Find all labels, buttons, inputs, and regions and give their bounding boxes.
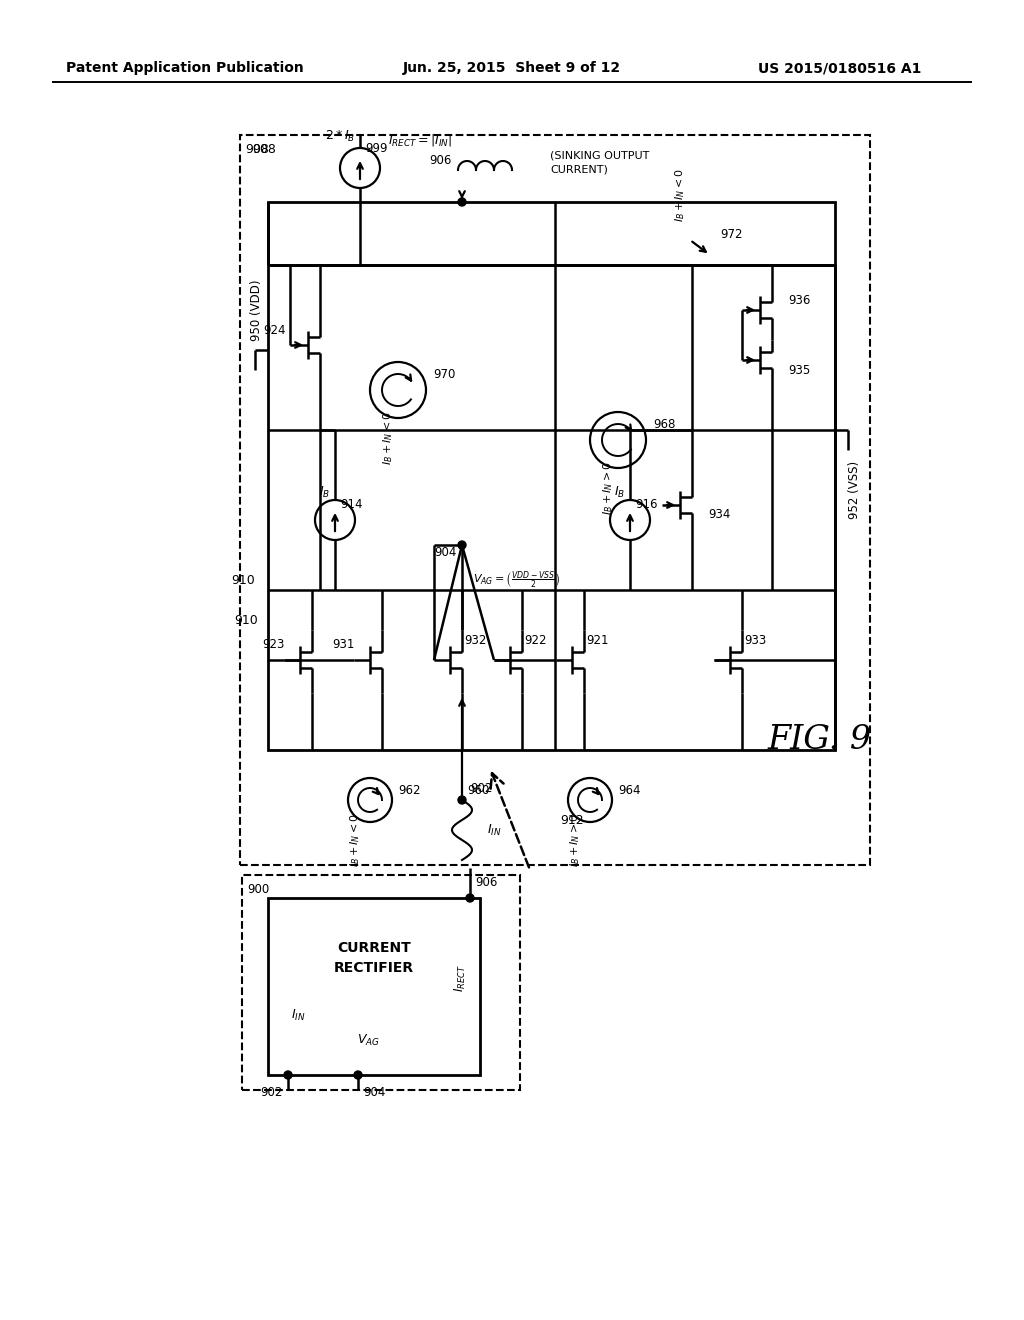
Text: $I_{IN}$: $I_{IN}$ <box>291 1007 305 1023</box>
Text: $V_{AG}$: $V_{AG}$ <box>356 1032 380 1048</box>
Text: 934: 934 <box>708 508 730 521</box>
Text: $I_B + I_N > 0$: $I_B + I_N > 0$ <box>601 461 614 515</box>
Text: $I_B + I_N < 0$: $I_B + I_N < 0$ <box>348 813 361 867</box>
Text: Jun. 25, 2015  Sheet 9 of 12: Jun. 25, 2015 Sheet 9 of 12 <box>402 61 622 75</box>
Text: 968: 968 <box>653 418 676 432</box>
Text: $I_{IN}$: $I_{IN}$ <box>487 822 502 838</box>
Text: 902: 902 <box>470 781 493 795</box>
Text: 960: 960 <box>467 784 489 796</box>
Bar <box>242 875 520 1090</box>
Text: (SINKING OUTPUT: (SINKING OUTPUT <box>550 150 649 160</box>
Text: 908: 908 <box>252 143 275 156</box>
Text: 910: 910 <box>234 614 258 627</box>
Text: 924: 924 <box>263 323 286 337</box>
Text: 922: 922 <box>524 634 547 647</box>
Text: FIG. 9: FIG. 9 <box>768 723 872 756</box>
Text: $V_{AG} = \left(\frac{VDD-VSS}{2}\right)$: $V_{AG} = \left(\frac{VDD-VSS}{2}\right)… <box>473 569 561 590</box>
Text: 931: 931 <box>332 639 354 652</box>
Text: 904: 904 <box>434 546 457 560</box>
Text: $I_B + I_N < 0$: $I_B + I_N < 0$ <box>381 411 395 465</box>
Text: 916: 916 <box>635 499 657 511</box>
Text: $I_{RECT}$: $I_{RECT}$ <box>453 964 468 991</box>
Circle shape <box>458 796 466 804</box>
Circle shape <box>284 1071 292 1078</box>
Text: 906: 906 <box>430 153 452 166</box>
Text: 933: 933 <box>744 634 766 647</box>
Text: 921: 921 <box>586 634 608 647</box>
Circle shape <box>466 894 474 902</box>
Text: CURRENT: CURRENT <box>337 941 411 954</box>
Text: 900: 900 <box>247 883 269 896</box>
Text: 912: 912 <box>560 813 584 826</box>
Text: $I_B + I_N > 0$: $I_B + I_N > 0$ <box>568 813 582 867</box>
Text: $I_B$: $I_B$ <box>318 484 330 499</box>
Text: 936: 936 <box>788 293 810 306</box>
Text: $I_{RECT} = |I_{IN}|$: $I_{RECT} = |I_{IN}|$ <box>387 132 452 148</box>
Text: 999: 999 <box>365 141 387 154</box>
FancyArrowPatch shape <box>490 774 529 867</box>
Text: 935: 935 <box>788 363 810 376</box>
Text: 914: 914 <box>340 499 362 511</box>
Text: 923: 923 <box>262 639 285 652</box>
Text: RECTIFIER: RECTIFIER <box>334 961 414 975</box>
Bar <box>268 202 835 750</box>
Text: 904: 904 <box>362 1086 385 1100</box>
Text: 972: 972 <box>720 228 742 242</box>
Text: 910: 910 <box>231 573 255 586</box>
Text: CURRENT): CURRENT) <box>550 165 608 176</box>
Text: 950 (VDD): 950 (VDD) <box>250 280 263 341</box>
Text: Patent Application Publication: Patent Application Publication <box>67 61 304 75</box>
Circle shape <box>354 1071 362 1078</box>
Text: 952 (VSS): 952 (VSS) <box>848 461 861 519</box>
Text: 962: 962 <box>398 784 421 796</box>
Circle shape <box>458 541 466 549</box>
Text: US 2015/0180516 A1: US 2015/0180516 A1 <box>759 61 922 75</box>
Text: 970: 970 <box>433 368 456 381</box>
Circle shape <box>458 198 466 206</box>
Bar <box>268 898 480 1074</box>
Text: $2*I_B$: $2*I_B$ <box>325 128 355 144</box>
Text: 906: 906 <box>475 876 498 890</box>
Text: 964: 964 <box>618 784 640 796</box>
Bar <box>240 135 870 865</box>
Text: 902: 902 <box>261 1086 283 1100</box>
Text: 908: 908 <box>245 143 269 156</box>
Text: $I_B$: $I_B$ <box>613 484 625 499</box>
Text: $I_B + I_N < 0$: $I_B + I_N < 0$ <box>673 168 687 222</box>
Text: 932: 932 <box>464 634 486 647</box>
